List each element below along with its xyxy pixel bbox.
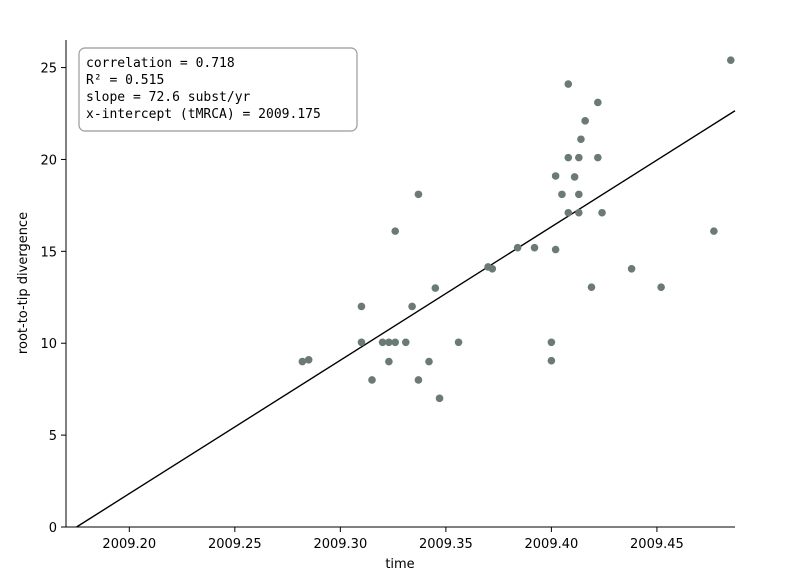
y-tick-label: 25 [40, 62, 57, 77]
data-point [530, 243, 539, 252]
y-tick-label: 15 [40, 245, 57, 260]
data-point [598, 208, 606, 217]
data-point [577, 135, 585, 144]
stats-line-r-squared: R² = 0.515 [86, 73, 164, 88]
y-tick-label: 20 [40, 153, 57, 168]
data-point [304, 355, 313, 364]
data-point [488, 264, 497, 273]
stats-annotation-box: correlation = 0.718 R² = 0.515 slope = 7… [78, 47, 358, 132]
stats-line-correlation: correlation = 0.718 [86, 56, 235, 71]
data-point [298, 357, 307, 366]
y-tick-label: 5 [49, 429, 57, 444]
data-point [547, 338, 556, 347]
data-point [391, 227, 400, 235]
data-point [564, 80, 573, 88]
data-point [551, 172, 560, 180]
data-point [594, 98, 602, 107]
data-point [378, 338, 387, 347]
data-point [431, 284, 440, 292]
data-point [385, 357, 393, 366]
regression-line [76, 110, 736, 528]
data-point [594, 153, 602, 162]
data-point [385, 338, 393, 347]
data-point [587, 283, 596, 291]
data-point [570, 173, 579, 181]
data-point [627, 264, 636, 273]
data-point [513, 243, 522, 252]
data-point [425, 357, 433, 366]
x-tick-label: 2009.40 [525, 537, 579, 552]
data-point [575, 190, 583, 199]
data-point [547, 356, 556, 365]
y-tick-label: 10 [40, 337, 57, 352]
data-point [564, 153, 573, 162]
x-tick-label: 2009.20 [102, 537, 156, 552]
data-point [575, 153, 583, 162]
data-point [710, 227, 718, 235]
data-point [408, 302, 416, 311]
data-point [414, 190, 423, 199]
data-point [454, 338, 463, 347]
data-point [581, 117, 589, 125]
x-tick-label: 2009.45 [630, 537, 684, 552]
y-tick-label: 0 [49, 521, 57, 536]
data-point [558, 190, 566, 199]
data-point [357, 338, 366, 347]
x-tick-label: 2009.35 [419, 537, 473, 552]
stats-line-slope: slope = 72.6 subst/yr [86, 90, 251, 105]
data-point [551, 245, 560, 254]
data-point [564, 208, 573, 217]
data-point [401, 338, 410, 347]
x-tick-label: 2009.25 [208, 537, 262, 552]
stats-line-x-intercept: x-intercept (tMRCA) = 2009.175 [86, 107, 321, 122]
x-tick-label: 2009.30 [313, 537, 367, 552]
stats-box-frame [78, 47, 358, 132]
data-point [575, 208, 583, 217]
data-point [391, 338, 400, 347]
data-point [726, 56, 735, 65]
data-point [357, 302, 366, 311]
x-axis-label: time [385, 557, 414, 572]
data-point [414, 376, 423, 384]
y-axis-label: root-to-tip divergence [16, 212, 31, 354]
data-point [368, 376, 376, 384]
data-point [657, 283, 665, 291]
data-point [435, 394, 444, 403]
